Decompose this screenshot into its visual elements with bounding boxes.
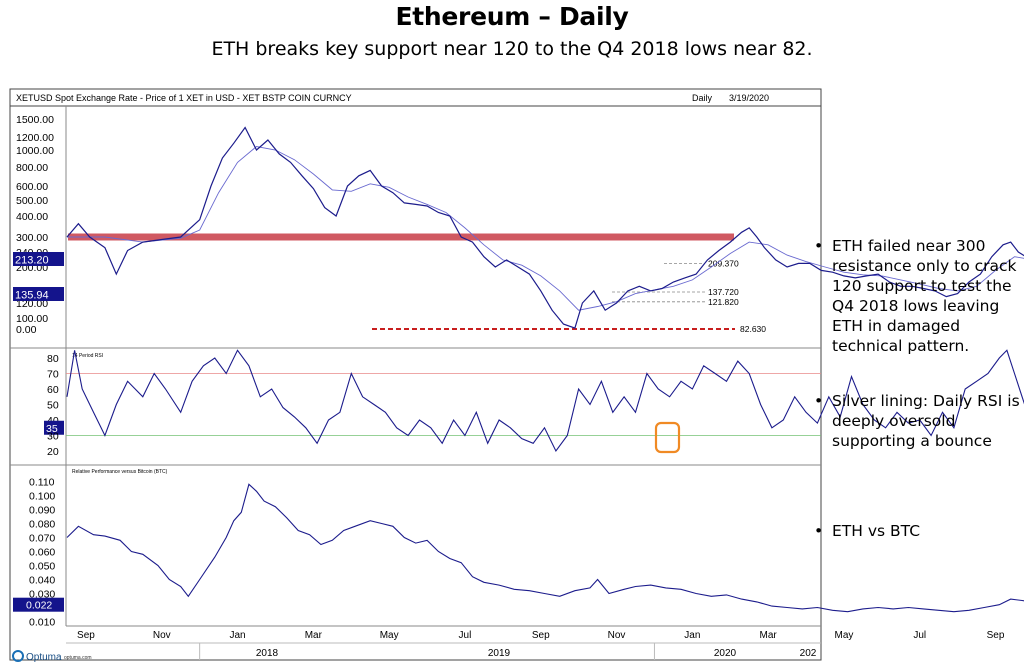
bullet-line: deeply oversold [832, 412, 956, 430]
optuma-logo: Optuma optuma.com [12, 650, 92, 663]
rel-y-tick: 0.010 [29, 617, 55, 629]
x-month-label: Jul [459, 630, 472, 641]
x-year-label: 2018 [256, 648, 279, 659]
chart-header-period: Daily [692, 93, 713, 103]
bullet-line: ETH failed near 300 [832, 237, 986, 255]
rsi-y-tick: 80 [47, 353, 59, 365]
bullet-line: supporting a bounce [832, 432, 992, 450]
bullet-line: resistance only to crack [832, 257, 1017, 275]
x-axis-years: 2018 2019 2020 202 [199, 643, 817, 660]
price-last-value-box [13, 287, 64, 301]
rel-panel-title: Relative Performance versus Bitcoin (BTC… [72, 469, 168, 475]
x-month-label: May [380, 630, 399, 641]
rel-y-tick: 0.080 [29, 519, 55, 531]
price-y-tick: 1200.00 [16, 132, 54, 144]
rel-y-axis: 0.110 0.100 0.090 0.080 0.070 0.060 0.050 0.040… [13, 477, 64, 629]
marker-label: 137.720 [708, 287, 739, 297]
bullet-line: Silver lining: Daily RSI is [832, 392, 1020, 410]
price-y-tick: 300.00 [16, 232, 48, 244]
chart-border [9, 88, 822, 661]
rel-last-value-box [13, 597, 64, 612]
rel-y-tick: 0.100 [29, 491, 55, 503]
price-y-tick: 800.00 [16, 162, 48, 174]
bullet-line: Q4 2018 lows leaving [832, 297, 1000, 315]
rel-y-tick: 0.110 [29, 477, 55, 489]
resistance-band [68, 233, 734, 241]
bullet-line: technical pattern. [832, 337, 970, 355]
rel-y-tick: 0.040 [29, 575, 55, 587]
chart-header-title: XETUSD Spot Exchange Rate - Price of 1 X… [16, 93, 352, 103]
optuma-logo-site: optuma.com [64, 655, 92, 661]
x-month-label: Jan [684, 630, 700, 641]
slide-subtitle: ETH breaks key support near 120 to the Q… [211, 38, 813, 60]
bullet-item: ETH vs BTC [812, 521, 1024, 541]
rel-line [66, 483, 1024, 613]
rsi-y-tick: 50 [47, 400, 59, 412]
optuma-logo-icon [12, 650, 24, 662]
x-axis-months: SepNovJanMarMayJulSepNovJanMarMayJulSepN… [77, 630, 1005, 641]
rsi-y-tick: 30 [47, 431, 59, 443]
x-month-label: May [834, 630, 853, 641]
x-month-label: Sep [987, 630, 1005, 641]
rel-y-tick: 0.060 [29, 547, 55, 559]
rsi-last-value-box [44, 420, 64, 435]
price-y-tick: 1500.00 [16, 114, 54, 126]
x-month-label: Sep [532, 630, 550, 641]
price-y-tick: 0.00 [16, 324, 37, 336]
rel-y-tick: 0.050 [29, 561, 55, 573]
x-year-label: 202 [800, 648, 817, 659]
bullet-item: ETH failed near 300 resistance only to cr… [812, 236, 1024, 356]
x-year-label: 2019 [488, 648, 511, 659]
x-month-label: Sep [77, 630, 95, 641]
x-month-label: Mar [760, 630, 778, 641]
slide-title: Ethereum – Daily [395, 2, 629, 31]
rsi-y-axis: 8070605040353020 [44, 353, 64, 458]
price-y-tick: 1000.00 [16, 145, 54, 157]
price-y-tick: 100.00 [16, 313, 48, 325]
price-last-value-box [13, 252, 64, 266]
support-label: 82.630 [740, 324, 766, 334]
bullet-line: ETH vs BTC [832, 522, 921, 540]
rel-y-tick: 0.030 [29, 589, 55, 601]
rel-y-tick: 0.090 [29, 505, 55, 517]
price-y-tick: 400.00 [16, 211, 48, 223]
bullet-line: 120 support to test the [832, 277, 1012, 295]
bullet-line: ETH in damaged [832, 317, 961, 335]
rel-y-tick: 0.070 [29, 533, 55, 545]
rsi-y-tick: 70 [47, 369, 59, 381]
price-last-value-label: 135.94 [15, 290, 49, 302]
rsi-y-tick: 20 [47, 446, 59, 458]
x-month-label: Nov [608, 630, 626, 641]
optuma-logo-brand: Optuma [26, 652, 62, 663]
chart-header-date: 3/19/2020 [729, 93, 769, 103]
marker-label: 121.820 [708, 297, 739, 307]
rsi-y-tick: 60 [47, 384, 59, 396]
rel-last-value-label: 0.022 [26, 600, 52, 612]
rsi-oversold-highlight [654, 421, 681, 454]
x-month-label: Nov [153, 630, 171, 641]
rsi-last-value-label: 35 [46, 423, 58, 435]
price-last-value-label: 213.20 [15, 255, 49, 267]
x-month-label: Jul [913, 630, 926, 641]
x-month-label: Jan [229, 630, 245, 641]
x-year-label: 2020 [714, 648, 737, 659]
price-y-tick: 500.00 [16, 195, 48, 207]
bullet-item: Silver lining: Daily RSI is deeply overso… [812, 391, 1024, 451]
price-y-tick: 600.00 [16, 181, 48, 193]
rsi-panel-title: 14 Period RSI [72, 353, 103, 359]
x-month-label: Mar [305, 630, 323, 641]
marker-label: 209.370 [708, 259, 739, 269]
